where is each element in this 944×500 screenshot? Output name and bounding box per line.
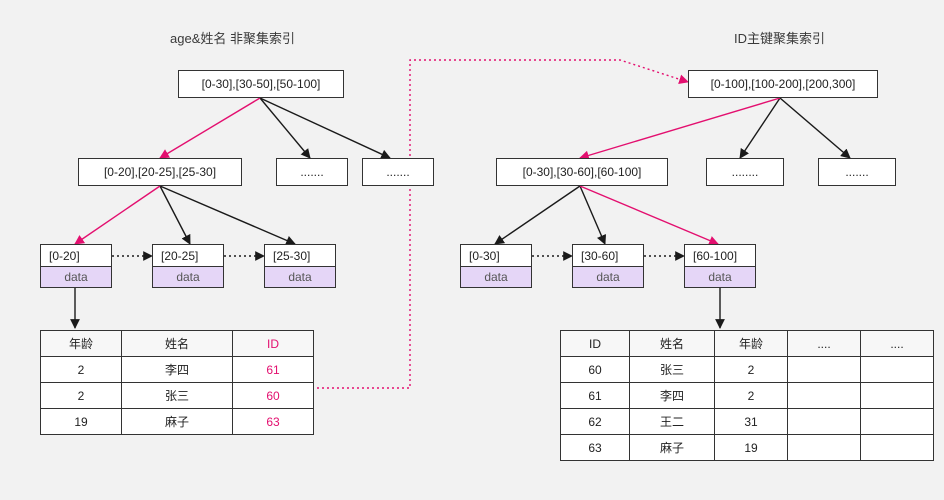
- left-table-cell: 60: [233, 383, 314, 409]
- right-table-col-header: 年龄: [715, 331, 788, 357]
- right-leaf-1-data: data: [461, 267, 531, 287]
- right-leaf-2: [30-60]data: [572, 244, 644, 288]
- left-mid-2: .......: [276, 158, 348, 186]
- right-tree-title: ID主键聚集索引: [734, 28, 825, 47]
- right-leaf-2-data: data: [573, 267, 643, 287]
- left-table-cell: 63: [233, 409, 314, 435]
- left-table-cell: 李四: [122, 357, 233, 383]
- left-table: 年龄姓名ID2李四612张三6019麻子63: [40, 330, 314, 435]
- right-leaf-3: [60-100]data: [684, 244, 756, 288]
- right-table-cell: [861, 383, 934, 409]
- right-table-cell: 张三: [630, 357, 715, 383]
- right-table-cell: 62: [561, 409, 630, 435]
- right-table-cell: 2: [715, 383, 788, 409]
- left-leaf-1-data: data: [41, 267, 111, 287]
- left-leaf-3-data: data: [265, 267, 335, 287]
- left-table-row: 2张三60: [41, 383, 314, 409]
- right-table: ID姓名年龄........60张三261李四262王二3163麻子19: [560, 330, 934, 461]
- right-table-col-header: 姓名: [630, 331, 715, 357]
- left-leaf-3: [25-30]data: [264, 244, 336, 288]
- right-table-row: 62王二31: [561, 409, 934, 435]
- left-table-row: 19麻子63: [41, 409, 314, 435]
- right-table-row: 63麻子19: [561, 435, 934, 461]
- right-table-cell: 2: [715, 357, 788, 383]
- right-table-cell: [788, 435, 861, 461]
- right-table-cell: 63: [561, 435, 630, 461]
- right-table-cell: 61: [561, 383, 630, 409]
- left-leaf-3-label: [25-30]: [265, 245, 335, 267]
- left-leaf-1: [0-20]data: [40, 244, 112, 288]
- right-table-col-header: ....: [788, 331, 861, 357]
- left-table-col-header: 年龄: [41, 331, 122, 357]
- left-table-cell: 麻子: [122, 409, 233, 435]
- left-tree-title: age&姓名 非聚集索引: [170, 28, 295, 47]
- right-table-cell: 王二: [630, 409, 715, 435]
- right-table-col-header: ID: [561, 331, 630, 357]
- right-table-cell: [861, 435, 934, 461]
- right-root: [0-100],[100-200],[200,300]: [688, 70, 878, 98]
- right-table-cell: 60: [561, 357, 630, 383]
- left-table-cell: 2: [41, 357, 122, 383]
- right-table-cell: 31: [715, 409, 788, 435]
- right-table-cell: [788, 409, 861, 435]
- right-table-cell: 19: [715, 435, 788, 461]
- left-leaf-1-label: [0-20]: [41, 245, 111, 267]
- right-table-cell: 李四: [630, 383, 715, 409]
- right-table-cell: [861, 409, 934, 435]
- left-table-cell: 张三: [122, 383, 233, 409]
- right-mid-3: .......: [818, 158, 896, 186]
- left-mid-3: .......: [362, 158, 434, 186]
- left-mid-1: [0-20],[20-25],[25-30]: [78, 158, 242, 186]
- diagram-stage: age&姓名 非聚集索引 ID主键聚集索引 [0-30],[30-50],[50…: [0, 0, 944, 500]
- right-leaf-2-label: [30-60]: [573, 245, 643, 267]
- right-table-row: 60张三2: [561, 357, 934, 383]
- right-table-col-header: ....: [861, 331, 934, 357]
- right-table-cell: 麻子: [630, 435, 715, 461]
- right-leaf-3-label: [60-100]: [685, 245, 755, 267]
- left-table-cell: 61: [233, 357, 314, 383]
- left-table-col-header: ID: [233, 331, 314, 357]
- right-table-cell: [861, 357, 934, 383]
- left-root: [0-30],[30-50],[50-100]: [178, 70, 344, 98]
- left-leaf-2-label: [20-25]: [153, 245, 223, 267]
- right-leaf-1-label: [0-30]: [461, 245, 531, 267]
- left-leaf-2-data: data: [153, 267, 223, 287]
- right-mid-1: [0-30],[30-60],[60-100]: [496, 158, 668, 186]
- right-table-row: 61李四2: [561, 383, 934, 409]
- left-table-col-header: 姓名: [122, 331, 233, 357]
- right-mid-2: ........: [706, 158, 784, 186]
- left-leaf-2: [20-25]data: [152, 244, 224, 288]
- left-table-row: 2李四61: [41, 357, 314, 383]
- left-table-cell: 19: [41, 409, 122, 435]
- right-table-cell: [788, 357, 861, 383]
- right-leaf-1: [0-30]data: [460, 244, 532, 288]
- left-table-cell: 2: [41, 383, 122, 409]
- right-leaf-3-data: data: [685, 267, 755, 287]
- right-table-cell: [788, 383, 861, 409]
